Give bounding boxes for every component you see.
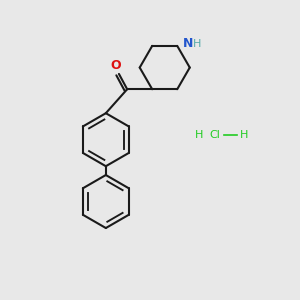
Text: H: H <box>239 130 248 140</box>
Text: H: H <box>193 38 202 49</box>
Text: Cl: Cl <box>209 130 220 140</box>
Text: O: O <box>110 59 121 72</box>
Text: H: H <box>194 130 203 140</box>
Text: N: N <box>182 37 193 50</box>
